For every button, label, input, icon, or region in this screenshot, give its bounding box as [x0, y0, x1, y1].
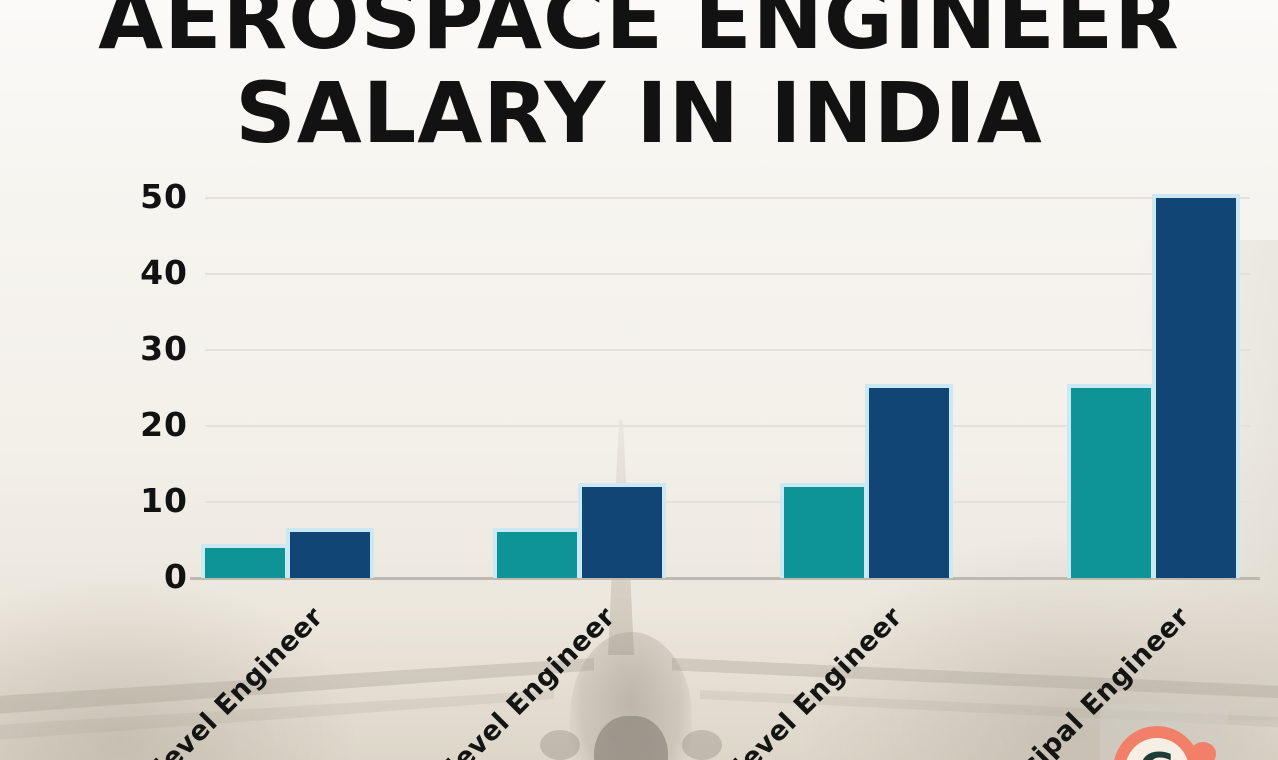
airplane-right-engine: [682, 730, 722, 760]
x-label-2: Mid-level Engineer: [391, 601, 622, 760]
bar-navy-series-2: [578, 482, 666, 578]
gridline-10: [205, 501, 1250, 503]
y-tick-label-50: 50: [140, 177, 188, 216]
chart-title: AEROSPACE ENGINEER SALARY IN INDIA: [0, 0, 1278, 160]
bar-teal-series-3: [780, 482, 868, 578]
bottom-left-shading: [0, 570, 360, 760]
y-tick-label-20: 20: [140, 405, 188, 444]
bar-navy-series-4: [1152, 194, 1240, 578]
bar-teal-series-1: [201, 543, 289, 578]
bar-navy-series-3: [865, 384, 953, 578]
x-label-1: Entry-level Engineer: [80, 601, 330, 760]
logo-letter: G: [1139, 748, 1175, 760]
bar-teal-series-4: [1067, 384, 1155, 578]
gridline-40: [205, 273, 1250, 275]
chart-title-line-1: AEROSPACE ENGINEER: [98, 0, 1180, 68]
y-tick-label-30: 30: [140, 329, 188, 368]
gridline-20: [205, 425, 1250, 427]
chart-title-line-2: SALARY IN INDIA: [235, 64, 1043, 162]
x-label-3: Senior-level Engineer: [647, 601, 909, 760]
airplane-fuselage: [570, 632, 692, 760]
logo-swirl-tail: [1190, 742, 1216, 760]
gridline-0: [190, 577, 1260, 580]
gridline-30: [205, 349, 1250, 351]
bar-teal-series-2: [493, 528, 581, 578]
y-tick-label-0: 0: [164, 557, 188, 596]
brand-logo: G: [1125, 738, 1189, 760]
y-tick-label-10: 10: [140, 481, 188, 520]
gridline-50: [205, 197, 1250, 199]
y-tick-label-40: 40: [140, 253, 188, 292]
airplane-left-engine: [540, 730, 580, 760]
bar-navy-series-1: [286, 528, 374, 578]
